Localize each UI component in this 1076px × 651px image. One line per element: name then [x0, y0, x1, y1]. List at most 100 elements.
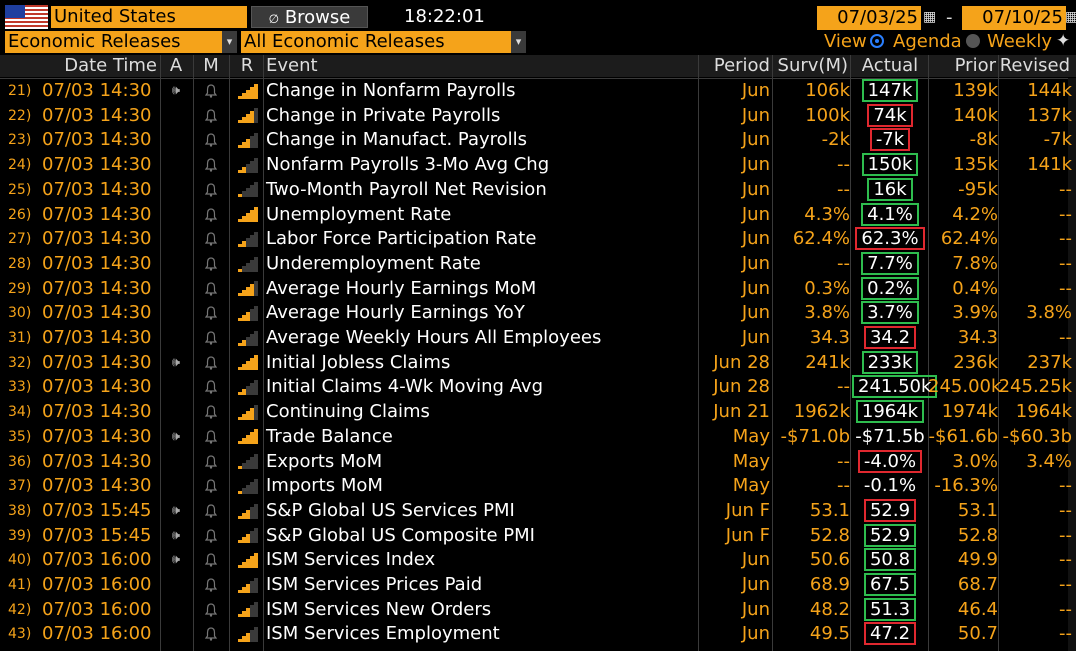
row-index[interactable]: 35): [8, 428, 32, 445]
bell-icon[interactable]: [200, 277, 222, 302]
alert-cell[interactable]: 🕪: [166, 524, 186, 549]
weekly-label[interactable]: Weekly: [987, 31, 1052, 52]
weekly-radio[interactable]: [966, 34, 980, 48]
col-relevance[interactable]: R: [240, 55, 254, 76]
bell-icon[interactable]: [200, 203, 222, 228]
col-survey[interactable]: Surv(M): [777, 55, 848, 76]
table-row[interactable]: 27) 07/03 14:30 Labor Force Participatio…: [0, 227, 1076, 252]
event-name[interactable]: ISM Services Employment: [266, 623, 500, 645]
event-name[interactable]: Two-Month Payroll Net Revision: [266, 178, 547, 200]
alert-cell[interactable]: 🕪: [166, 351, 186, 376]
table-row[interactable]: 31) 07/03 14:30 Average Weekly Hours All…: [0, 326, 1076, 351]
row-index[interactable]: 30): [8, 305, 32, 322]
bell-icon[interactable]: [200, 104, 222, 129]
row-index[interactable]: 36): [8, 453, 32, 470]
speaker-icon[interactable]: 🕪: [171, 428, 181, 444]
event-name[interactable]: ISM Services Index: [266, 549, 436, 571]
table-row[interactable]: 33) 07/03 14:30 Initial Claims 4-Wk Movi…: [0, 375, 1076, 400]
calendar-icon[interactable]: ▦: [923, 9, 937, 25]
row-index[interactable]: 27): [8, 231, 32, 248]
alert-cell[interactable]: [166, 203, 186, 228]
col-period[interactable]: Period: [713, 55, 770, 76]
alert-cell[interactable]: [166, 450, 186, 475]
alert-cell[interactable]: [166, 573, 186, 598]
alert-cell[interactable]: [166, 227, 186, 252]
date-to-field[interactable]: 07/10/25: [962, 6, 1066, 30]
alert-cell[interactable]: 🕪: [166, 79, 186, 104]
alert-cell[interactable]: [166, 277, 186, 302]
row-index[interactable]: 25): [8, 181, 32, 198]
event-name[interactable]: Underemployment Rate: [266, 252, 481, 274]
table-row[interactable]: 40) 07/03 16:00 🕪 ISM Services Index Jun…: [0, 548, 1076, 573]
bell-icon[interactable]: [200, 573, 222, 598]
table-row[interactable]: 21) 07/03 14:30 🕪 Change in Nonfarm Payr…: [0, 79, 1076, 104]
event-name[interactable]: Initial Jobless Claims: [266, 351, 451, 373]
row-index[interactable]: 40): [8, 552, 32, 569]
event-name[interactable]: Labor Force Participation Rate: [266, 228, 537, 250]
row-index[interactable]: 31): [8, 330, 32, 346]
bell-icon[interactable]: [200, 425, 222, 450]
bell-icon[interactable]: [200, 178, 222, 203]
row-index[interactable]: 38): [8, 502, 32, 519]
event-name[interactable]: Change in Nonfarm Payrolls: [266, 80, 516, 101]
alert-cell[interactable]: 🕪: [166, 548, 186, 573]
row-index[interactable]: 32): [8, 354, 32, 371]
agenda-radio[interactable]: [870, 34, 884, 48]
bell-icon[interactable]: [200, 598, 222, 623]
row-index[interactable]: 37): [8, 478, 32, 495]
table-row[interactable]: 30) 07/03 14:30 Average Hourly Earnings …: [0, 301, 1076, 326]
bell-icon[interactable]: [200, 301, 222, 326]
alert-cell[interactable]: [166, 598, 186, 623]
event-name[interactable]: Unemployment Rate: [266, 203, 452, 225]
bell-icon[interactable]: [200, 400, 222, 425]
bell-icon[interactable]: [200, 153, 222, 178]
table-row[interactable]: 42) 07/03 16:00 ISM Services New Orders …: [0, 597, 1076, 623]
event-name[interactable]: Average Hourly Earnings YoY: [266, 302, 525, 324]
event-name[interactable]: S&P Global US Services PMI: [266, 499, 515, 521]
settings-wrench-icon[interactable]: ✦: [1056, 31, 1071, 51]
event-name[interactable]: ISM Services Prices Paid: [266, 574, 483, 595]
speaker-icon[interactable]: 🕪: [171, 83, 181, 98]
table-row[interactable]: 32) 07/03 14:30 🕪 Initial Jobless Claims…: [0, 350, 1076, 376]
table-row[interactable]: 25) 07/03 14:30 Two-Month Payroll Net Re…: [0, 177, 1076, 203]
row-index[interactable]: 24): [8, 157, 32, 174]
table-row[interactable]: 23) 07/03 14:30 Change in Manufact. Payr…: [0, 128, 1076, 153]
event-name[interactable]: S&P Global US Composite PMI: [266, 524, 535, 546]
event-name[interactable]: Imports MoM: [266, 475, 383, 497]
alert-cell[interactable]: [166, 326, 186, 351]
table-row[interactable]: 29) 07/03 14:30 Average Hourly Earnings …: [0, 276, 1076, 302]
alert-cell[interactable]: [166, 400, 186, 425]
calendar-icon[interactable]: ▦: [1065, 9, 1076, 25]
chevron-down-icon[interactable]: ▾: [511, 31, 526, 53]
bell-icon[interactable]: [200, 548, 222, 573]
row-index[interactable]: 26): [8, 206, 32, 223]
row-index[interactable]: 28): [8, 255, 32, 272]
row-index[interactable]: 39): [8, 527, 32, 544]
country-field[interactable]: United States: [51, 6, 247, 28]
table-row[interactable]: 34) 07/03 14:30 Continuing Claims Jun 21…: [0, 400, 1076, 425]
bell-icon[interactable]: [200, 524, 222, 549]
alert-cell[interactable]: 🕪: [166, 425, 186, 450]
table-row[interactable]: 39) 07/03 15:45 🕪 S&P Global US Composit…: [0, 523, 1076, 549]
browse-button[interactable]: ∅ Browse: [251, 6, 368, 28]
table-row[interactable]: 24) 07/03 14:30 Nonfarm Payrolls 3-Mo Av…: [0, 153, 1076, 178]
date-from-field[interactable]: 07/03/25: [817, 6, 921, 30]
col-event[interactable]: Event: [266, 55, 318, 76]
row-index[interactable]: 22): [8, 107, 32, 124]
col-prior[interactable]: Prior: [954, 55, 996, 76]
event-name[interactable]: Continuing Claims: [266, 401, 430, 423]
col-actual[interactable]: Actual: [861, 55, 919, 76]
table-row[interactable]: 41) 07/03 16:00 ISM Services Prices Paid…: [0, 573, 1076, 598]
row-index[interactable]: 34): [8, 404, 32, 421]
release-filter-dropdown[interactable]: All Economic Releases: [241, 31, 511, 53]
event-name[interactable]: Average Hourly Earnings MoM: [266, 277, 537, 299]
alert-cell[interactable]: [166, 178, 186, 203]
row-index[interactable]: 42): [8, 601, 32, 618]
row-index[interactable]: 21): [8, 83, 32, 99]
alert-cell[interactable]: [166, 104, 186, 129]
table-row[interactable]: 37) 07/03 14:30 Imports MoM May -- -0.1%…: [0, 474, 1076, 499]
speaker-icon[interactable]: 🕪: [171, 502, 181, 518]
event-name[interactable]: Nonfarm Payrolls 3-Mo Avg Chg: [266, 154, 550, 176]
speaker-icon[interactable]: 🕪: [171, 552, 181, 568]
col-alert[interactable]: A: [169, 55, 183, 76]
